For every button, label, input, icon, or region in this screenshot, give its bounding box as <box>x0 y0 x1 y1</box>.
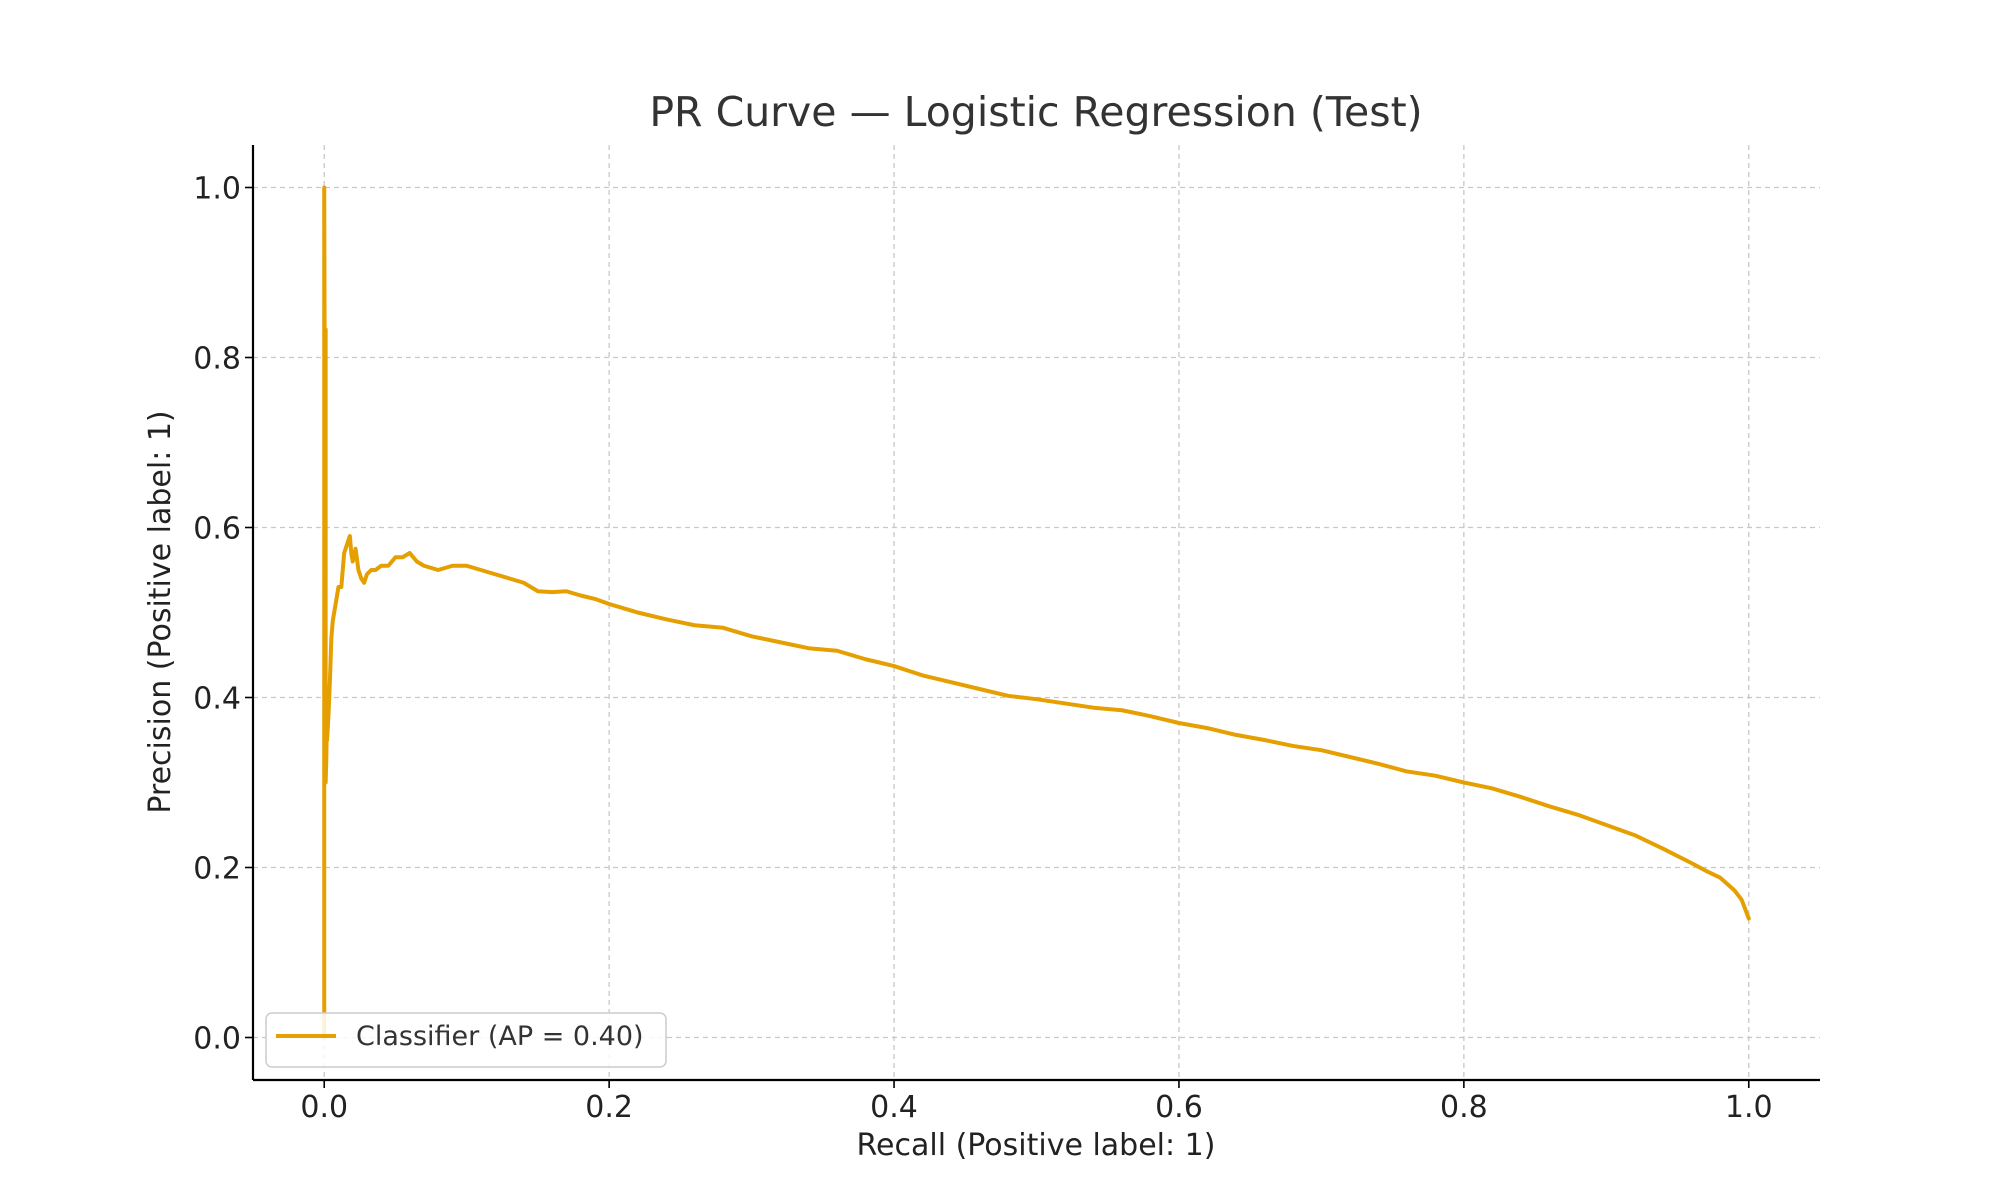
series-layer <box>322 185 1751 1040</box>
y-tick-label: 0.2 <box>193 852 241 887</box>
y-axis-label: Precision (Positive label: 1) <box>143 410 178 813</box>
pr-curve-line <box>322 185 1751 1040</box>
y-tick-label: 0.0 <box>193 1022 241 1057</box>
legend: Classifier (AP = 0.40) <box>265 1012 667 1068</box>
grid-layer <box>253 145 1820 1080</box>
x-tick-label: 0.4 <box>870 1090 918 1125</box>
x-axis-label: Recall (Positive label: 1) <box>857 1128 1216 1163</box>
x-tick-label: 0.6 <box>1155 1090 1203 1125</box>
y-tick-label: 1.0 <box>193 172 241 207</box>
legend-series-label: Classifier (AP = 0.40) <box>356 1021 644 1052</box>
chart-title: PR Curve — Logistic Regression (Test) <box>649 88 1422 136</box>
axes-layer <box>245 145 1820 1088</box>
x-tick-label: 1.0 <box>1725 1090 1773 1125</box>
x-tick-label: 0.2 <box>585 1090 633 1125</box>
legend-box <box>265 1012 667 1068</box>
x-tick-label: 0.8 <box>1440 1090 1488 1125</box>
x-tick-label: 0.0 <box>300 1090 348 1125</box>
y-tick-label: 0.8 <box>193 342 241 377</box>
y-tick-label: 0.6 <box>193 512 241 547</box>
tick-label-layer: 0.0 0.2 0.4 0.6 0.8 1.0 0.0 0.2 0.4 0.6 0.8 1.0 <box>193 172 1772 1126</box>
y-tick-label: 0.4 <box>193 682 241 717</box>
